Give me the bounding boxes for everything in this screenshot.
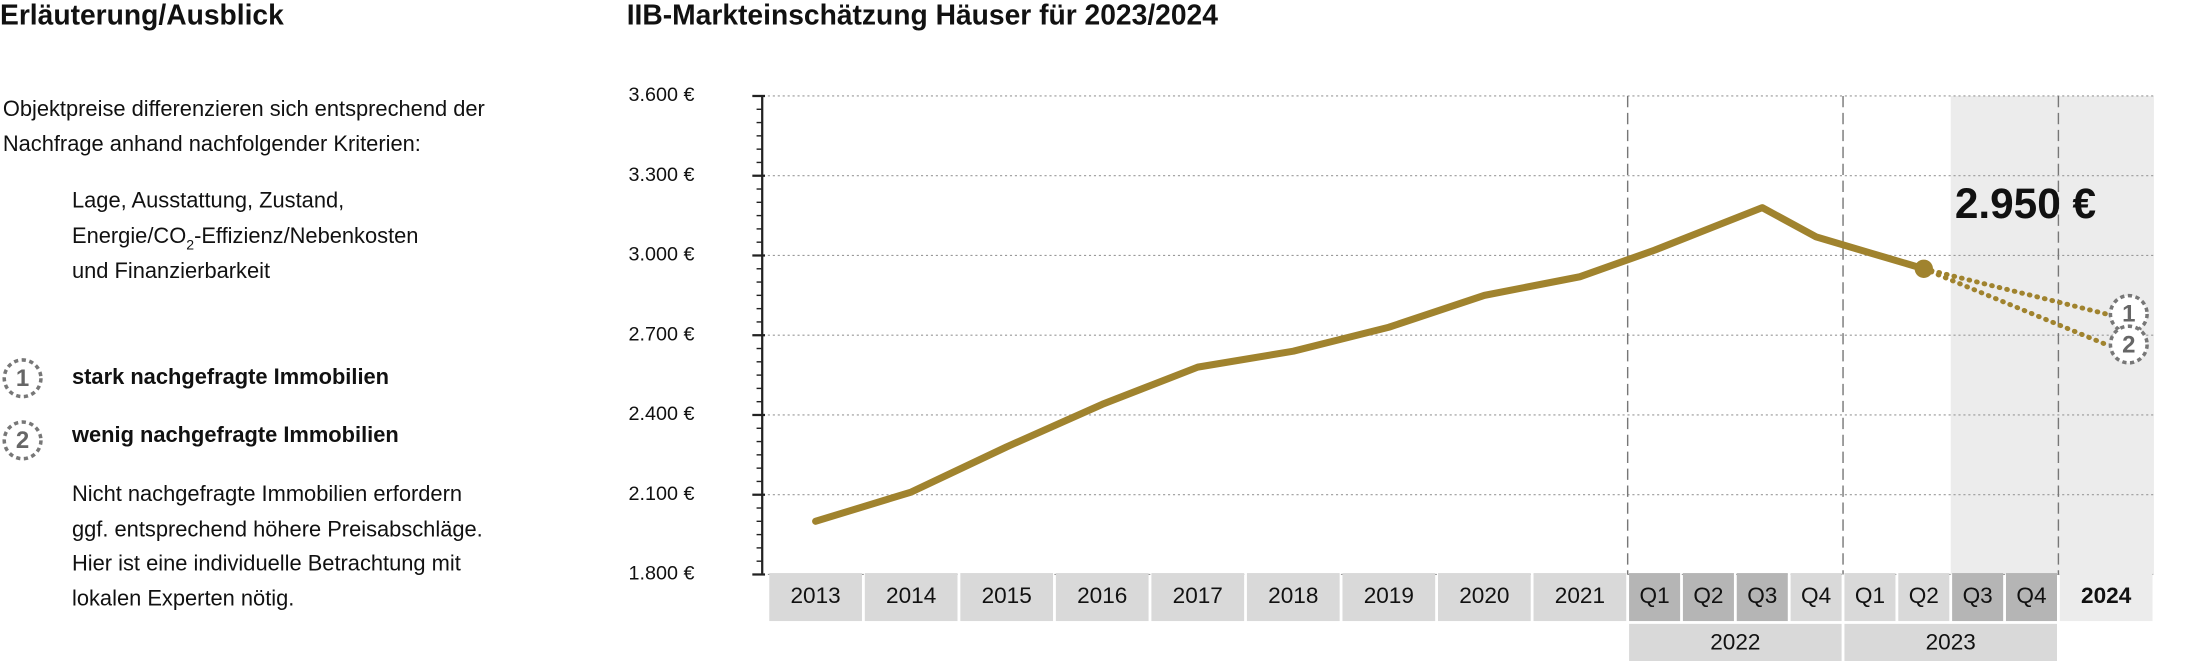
group-cell: [1629, 623, 1842, 666]
y-tick-label: 3.300 €: [629, 164, 695, 186]
y-tick-label: 2.700 €: [629, 323, 695, 345]
forecast-line: [1921, 266, 2109, 348]
criteria: Energie/CO2-Effizienz/Nebenkosten: [72, 223, 418, 252]
category-cell: [1952, 573, 2004, 622]
y-tick-label: 2.100 €: [629, 483, 695, 505]
x-tick-label: 2016: [1077, 583, 1127, 608]
x-tick-label: 2018: [1268, 583, 1318, 608]
panel-heading: Erläuterung/Ausblick: [0, 0, 284, 30]
category-cell: [864, 573, 958, 622]
category-cell: [1342, 573, 1436, 622]
note: lokalen Experten nötig.: [72, 586, 294, 611]
intro: Nachfrage anhand nachfolgender Kriterien…: [3, 131, 421, 156]
x-tick-label: 2021: [1555, 583, 1605, 608]
category-cell: [1055, 573, 1149, 622]
value-label: 2.950 €: [1955, 180, 2096, 227]
criteria-sub: 2: [186, 236, 194, 252]
x-tick-label: Q2: [1909, 583, 1939, 608]
x-tick-label: 2020: [1459, 583, 1509, 608]
category-cell: [769, 573, 862, 622]
category-cell: [1629, 573, 1681, 622]
y-tick-label: 3.600 €: [629, 84, 695, 106]
group-label: 2023: [1926, 630, 1976, 655]
note: Nicht nachgefragte Immobilien erfordern: [72, 481, 462, 506]
category-cell: [2059, 573, 2153, 622]
category-cell: [2005, 573, 2057, 622]
legend-label: wenig nachgefragte Immobilien: [71, 422, 399, 447]
legend-marker: 2: [16, 427, 29, 454]
group-label: 2022: [1710, 630, 1760, 655]
criteria: Lage, Ausstattung, Zustand,: [72, 188, 344, 213]
x-tick-label: Q1: [1855, 583, 1885, 608]
forecast-line: [1921, 266, 2109, 317]
chart-title: IIB-Markteinschätzung Häuser für 2023/20…: [627, 0, 1219, 30]
category-cell: [1151, 573, 1245, 622]
x-tick-label: Q3: [1747, 583, 1777, 608]
y-tick-label: 1.800 €: [629, 563, 695, 585]
category-cell: [1246, 573, 1340, 622]
category-cell: [1682, 573, 1734, 622]
category-cell: [1736, 573, 1788, 622]
x-tick-label: 2017: [1173, 583, 1223, 608]
legend-label: stark nachgefragte Immobilien: [72, 364, 389, 389]
legend-badge: [2, 420, 43, 461]
legend-marker: 1: [16, 365, 29, 392]
y-tick-label: 3.000 €: [629, 244, 695, 266]
note: Hier ist eine individuelle Betrachtung m…: [72, 550, 461, 575]
criteria: und Finanzierbarkeit: [72, 258, 270, 283]
x-tick-label: Q4: [1801, 583, 1831, 608]
criteria-part: Energie/CO: [72, 223, 186, 248]
x-tick-label: 2019: [1364, 583, 1414, 608]
criteria-part: -Effizienz/Nebenkosten: [194, 223, 418, 248]
category-cell: [960, 573, 1054, 622]
legend-badge: [2, 358, 43, 399]
note: ggf. entsprechend höhere Preisabschläge.: [72, 517, 483, 542]
x-tick-label: Q4: [2016, 583, 2046, 608]
x-tick-label: Q2: [1693, 583, 1723, 608]
forecast-badge: [2108, 324, 2149, 365]
x-tick-label: 2014: [886, 583, 936, 608]
intro: Objektpreise differenzieren sich entspre…: [3, 96, 485, 121]
x-tick-label: 2013: [791, 583, 841, 608]
category-cell: [1898, 573, 1950, 622]
x-tick-label: Q3: [1963, 583, 1993, 608]
category-cell: [1533, 573, 1627, 622]
x-tick-label: 2024: [2081, 583, 2132, 608]
forecast-marker: 1: [2122, 301, 2135, 328]
price-line: [812, 204, 1928, 525]
x-tick-label: Q1: [1640, 583, 1670, 608]
x-tick-label: 2015: [982, 583, 1032, 608]
forecast-marker: 2: [2122, 331, 2135, 358]
group-cell: [1844, 623, 2057, 666]
forecast-badge: [2108, 293, 2149, 335]
category-cell: [1790, 573, 1842, 622]
category-cell: [1438, 573, 1531, 622]
y-tick-label: 2.400 €: [629, 403, 695, 425]
current-point: [1914, 259, 1933, 278]
category-cell: [1844, 573, 1896, 622]
